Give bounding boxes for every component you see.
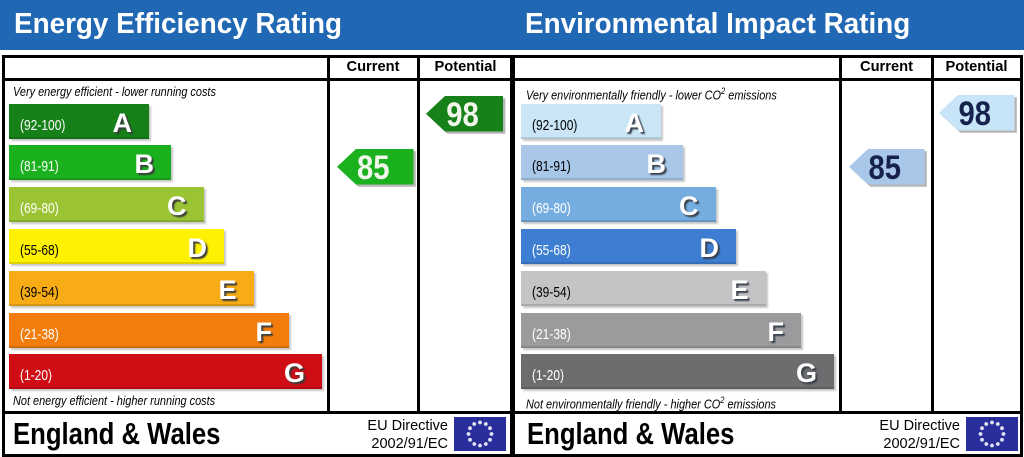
svg-text:98: 98 [446, 95, 479, 134]
svg-text:85: 85 [356, 148, 389, 187]
svg-text:98: 98 [958, 94, 991, 133]
svg-text:85: 85 [869, 148, 902, 187]
